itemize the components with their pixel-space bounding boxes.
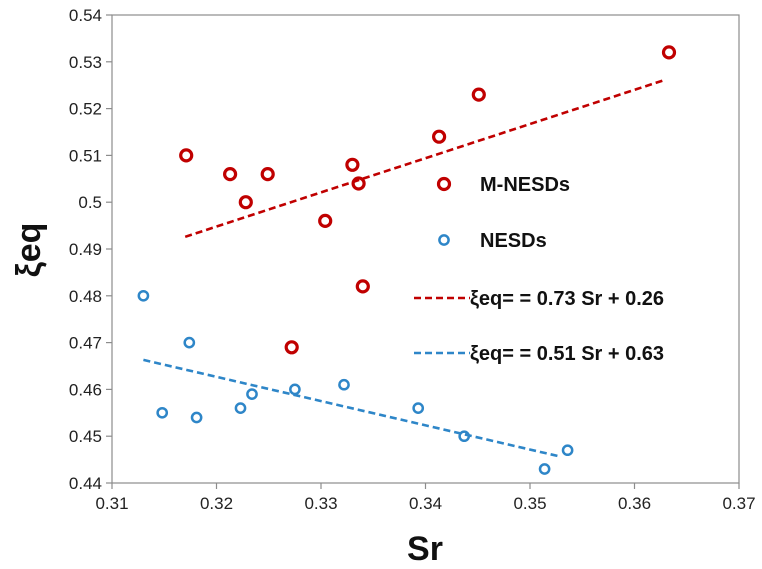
data-point-series-0 <box>471 87 486 102</box>
data-point-series-1 <box>156 406 169 419</box>
y-tick-label: 0.5 <box>78 193 102 212</box>
data-point-series-1 <box>338 378 350 391</box>
data-point-series-0 <box>238 195 253 210</box>
data-point-series-1 <box>561 444 574 457</box>
x-tick-label: 0.37 <box>722 494 755 513</box>
legend-label: NESDs <box>480 230 547 252</box>
legend-marker <box>438 234 450 246</box>
y-tick-label: 0.45 <box>69 427 102 446</box>
data-point-series-0 <box>223 167 238 182</box>
data-point-series-0 <box>661 45 677 60</box>
y-tick-label: 0.46 <box>69 380 102 399</box>
data-point-series-1 <box>190 411 203 424</box>
y-tick-label: 0.48 <box>69 287 102 306</box>
plot-area <box>137 45 677 475</box>
y-tick-label: 0.51 <box>69 146 102 165</box>
y-axis-title: ξeq <box>10 223 48 278</box>
x-tick-label: 0.31 <box>95 494 128 513</box>
x-tick-label: 0.35 <box>513 494 546 513</box>
x-tick-label: 0.36 <box>618 494 651 513</box>
data-point-series-0 <box>260 167 275 182</box>
x-axis-title: Sr <box>407 530 443 568</box>
x-tick-label: 0.33 <box>304 494 337 513</box>
data-point-series-1 <box>289 383 301 396</box>
legend-label: M-NESDs <box>480 174 570 196</box>
data-point-series-1 <box>538 463 551 475</box>
y-tick-label: 0.54 <box>69 6 102 25</box>
data-point-series-0 <box>432 129 447 144</box>
data-point-series-0 <box>355 279 370 294</box>
data-point-series-1 <box>246 388 258 400</box>
data-point-series-0 <box>345 157 360 172</box>
y-tick-label: 0.49 <box>69 240 102 259</box>
data-point-series-1 <box>137 289 150 302</box>
data-point-series-0 <box>284 340 299 355</box>
axes: 0.31 0.32 0.33 0.34 0.35 0.36 0.37 0.44 0.45 0.46… <box>69 6 756 513</box>
legend-label: ξeq= = 0.73 Sr + 0.26 <box>470 288 664 310</box>
data-point-series-1 <box>412 402 425 414</box>
data-point-series-0 <box>179 148 194 163</box>
y-tick-label: 0.47 <box>69 334 102 353</box>
data-point-series-1 <box>234 402 247 414</box>
legend-label: ξeq= = 0.51 Sr + 0.63 <box>470 343 664 365</box>
legend: M-NESDs NESDs ξeq= = 0.73 Sr + 0.26 ξeq= = … <box>414 174 664 365</box>
x-tick-label: 0.32 <box>200 494 233 513</box>
data-point-series-0 <box>318 213 333 228</box>
trendline-3 <box>143 358 562 459</box>
legend-marker <box>436 176 452 192</box>
x-tick-label: 0.34 <box>409 494 442 513</box>
y-tick-label: 0.44 <box>69 474 102 493</box>
trendline-2 <box>184 78 667 239</box>
data-point-series-1 <box>183 336 196 349</box>
y-tick-label: 0.53 <box>69 53 102 72</box>
y-tick-label: 0.52 <box>69 100 102 119</box>
